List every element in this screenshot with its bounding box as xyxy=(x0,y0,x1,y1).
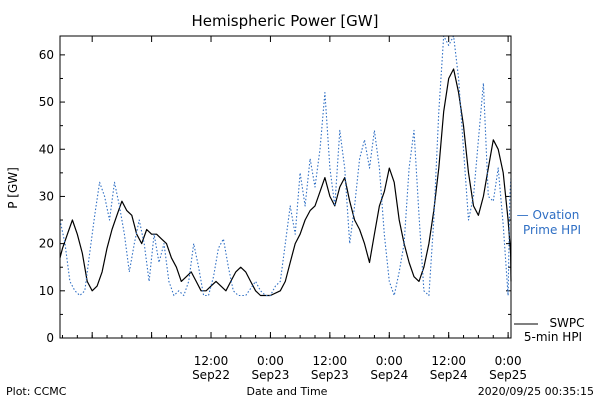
y-tick-label: 30 xyxy=(39,189,54,203)
series-swpc-line xyxy=(59,68,512,297)
x-tick-label-time: 12:00 xyxy=(431,354,466,368)
legend-swpc-line1: SWPC xyxy=(549,316,584,330)
x-tick-label-date: Sep23 xyxy=(251,368,289,382)
x-tick-label-date: Sep25 xyxy=(489,368,527,382)
plot-frame xyxy=(59,35,512,339)
footer-center: Date and Time xyxy=(247,385,328,398)
y-tick-label: 40 xyxy=(39,142,54,156)
legend-ovation-line2: Prime HPI xyxy=(523,223,581,237)
x-tick-label-time: 12:00 xyxy=(194,354,229,368)
legend-swpc-line2: 5-min HPI xyxy=(524,330,582,344)
x-tick-label-date: Sep24 xyxy=(430,368,468,382)
x-tick-label-time: 0:00 xyxy=(495,354,522,368)
y-tick-label: 10 xyxy=(39,284,54,298)
y-tick-label: 20 xyxy=(39,237,54,251)
footer-left: Plot: CCMC xyxy=(6,385,67,398)
axis-layer: 010203040506012:00Sep220:00Sep2312:00Sep… xyxy=(39,36,527,382)
legend-ovation-line1: — Ovation xyxy=(517,208,580,222)
x-tick-label-date: Sep22 xyxy=(192,368,230,382)
chart-title: Hemispheric Power [GW] xyxy=(192,12,379,30)
x-tick-label-time: 12:00 xyxy=(313,354,348,368)
x-tick-label-date: Sep23 xyxy=(311,368,349,382)
y-tick-label: 50 xyxy=(39,95,54,109)
series-ovation-line xyxy=(59,35,512,297)
x-tick-label-date: Sep24 xyxy=(370,368,408,382)
y-tick-label: 0 xyxy=(46,331,54,345)
series-layer xyxy=(59,35,512,297)
footer-right: 2020/09/25 00:35:15 xyxy=(478,385,594,398)
y-tick-label: 60 xyxy=(39,48,54,62)
x-tick-label-time: 0:00 xyxy=(257,354,284,368)
y-axis-label: P [GW] xyxy=(6,167,20,209)
x-tick-label-time: 0:00 xyxy=(376,354,403,368)
